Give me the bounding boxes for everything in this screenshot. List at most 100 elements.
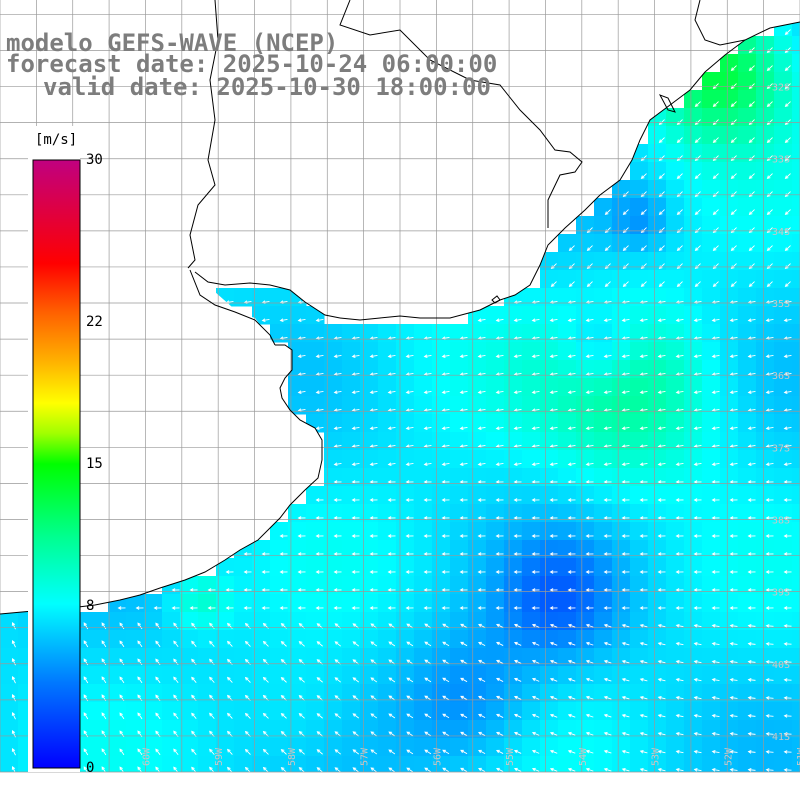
wind-speed-cell [378,378,397,397]
wind-arrow [675,480,684,484]
wind-arrow [729,516,738,520]
wind-arrow [694,83,701,90]
wind-speed-cell [756,54,775,73]
wind-speed-cell [648,486,667,505]
wind-arrow [135,606,144,610]
wind-arrow [694,281,701,288]
wind-arrow [189,606,198,610]
wind-speed-cell [702,288,721,307]
wind-arrow [711,354,720,358]
wind-speed-cell [738,738,757,757]
wind-arrow [783,570,792,574]
wind-speed-cell [720,144,739,163]
wind-speed-cell [522,594,541,613]
wind-speed-cell [594,450,613,469]
wind-arrow [693,714,702,718]
wind-speed-cell [792,216,800,235]
wind-arrow [675,498,684,502]
wind-speed-cell [576,522,595,541]
wind-arrow [513,623,522,628]
wind-speed-cell [702,360,721,379]
wind-speed-cell [684,432,703,451]
wind-speed-cell [540,306,559,325]
wind-speed-cell [702,756,721,772]
wind-speed-cell [702,324,721,343]
wind-arrow [712,245,719,252]
wind-speed-cell [630,396,649,415]
wind-speed-cell [540,342,559,361]
wind-arrow [423,390,432,394]
wind-arrow [693,696,702,700]
wind-arrow [333,552,342,556]
wind-speed-cell [180,594,199,613]
wind-speed-cell [720,558,739,577]
wind-arrow [585,606,594,610]
wind-arrow [567,749,576,754]
wind-arrow [477,390,486,394]
wind-speed-cell [684,360,703,379]
latitude-label: 39S [772,588,790,599]
wind-arrow [585,354,594,358]
wind-speed-cell [450,342,469,361]
wind-speed-cell [450,702,469,721]
wind-speed-cell [144,594,163,613]
wind-speed-cell [792,702,800,721]
wind-speed-cell [792,558,800,577]
wind-arrow [747,732,756,736]
wind-speed-cell [324,378,343,397]
wind-arrow [369,570,378,574]
wind-speed-cell [630,666,649,685]
wind-arrow [279,552,288,556]
wind-arrow [640,281,647,288]
wind-arrow [478,713,486,719]
wind-speed-cell [468,594,487,613]
wind-arrow [585,713,594,718]
wind-arrow [640,137,647,144]
wind-arrow [279,318,288,322]
wind-arrow [442,731,450,737]
wind-speed-cell [612,216,631,235]
wind-speed-cell [432,396,451,415]
wind-arrow [460,713,468,719]
wind-arrow [334,695,342,701]
wind-speed-cell [738,756,757,772]
wind-arrow [621,767,630,772]
wind-speed-cell [612,414,631,433]
wind-arrow [531,516,540,520]
wind-arrow [513,606,522,610]
wind-speed-cell [612,666,631,685]
wind-arrow [388,731,396,737]
wind-speed-cell [612,288,631,307]
wind-arrow [621,462,630,466]
wind-speed-cell [612,378,631,397]
wind-arrow [405,570,414,574]
wind-arrow [405,480,414,484]
wind-arrow [657,318,666,322]
wind-arrow [585,767,594,772]
forecast-date: forecast date: 2025-10-24 06:00:00 [6,50,498,78]
wind-arrow [477,588,486,592]
wind-arrow [783,354,792,358]
wind-speed-cell [792,126,800,145]
wind-arrow [567,516,576,520]
wind-arrow [279,588,288,592]
wind-arrow [261,552,270,556]
wind-speed-cell [414,630,433,649]
wind-arrow [585,731,594,736]
wind-arrow [207,606,216,610]
wind-arrow [783,714,792,718]
latitude-label: 38S [772,515,790,526]
wind-arrow [261,318,270,322]
wind-speed-cell [486,738,505,757]
wind-arrow [765,624,774,628]
wind-speed-cell [162,594,181,613]
wind-speed-cell [558,486,577,505]
wind-arrow [585,552,594,556]
wind-speed-cell [558,630,577,649]
wind-arrow [621,318,630,322]
wind-arrow [621,534,630,538]
wind-arrow [531,390,540,394]
wind-arrow [621,749,630,754]
wind-speed-cell [468,432,487,451]
wind-speed-cell [648,216,667,235]
